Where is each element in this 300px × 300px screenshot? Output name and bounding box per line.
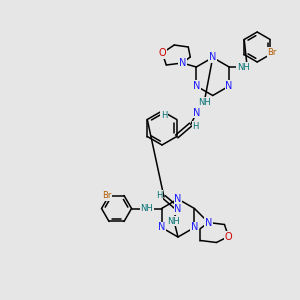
Text: O: O — [225, 232, 232, 242]
Text: N: N — [193, 107, 200, 118]
Text: NH: NH — [237, 62, 250, 71]
Text: N: N — [205, 218, 212, 227]
Text: N: N — [178, 58, 186, 68]
Text: Br: Br — [268, 48, 277, 57]
Text: H: H — [161, 110, 167, 119]
Text: N: N — [174, 204, 182, 214]
Text: N: N — [209, 52, 216, 62]
Text: N: N — [158, 223, 165, 232]
Text: NH: NH — [168, 217, 180, 226]
Text: H: H — [193, 122, 199, 131]
Text: N: N — [193, 81, 200, 91]
Text: Br: Br — [102, 191, 112, 200]
Text: N: N — [226, 81, 233, 91]
Text: H: H — [156, 190, 162, 200]
Text: N: N — [174, 194, 182, 204]
Text: NH: NH — [140, 204, 153, 213]
Text: N: N — [191, 223, 198, 232]
Text: NH: NH — [198, 98, 211, 107]
Text: O: O — [158, 48, 166, 58]
